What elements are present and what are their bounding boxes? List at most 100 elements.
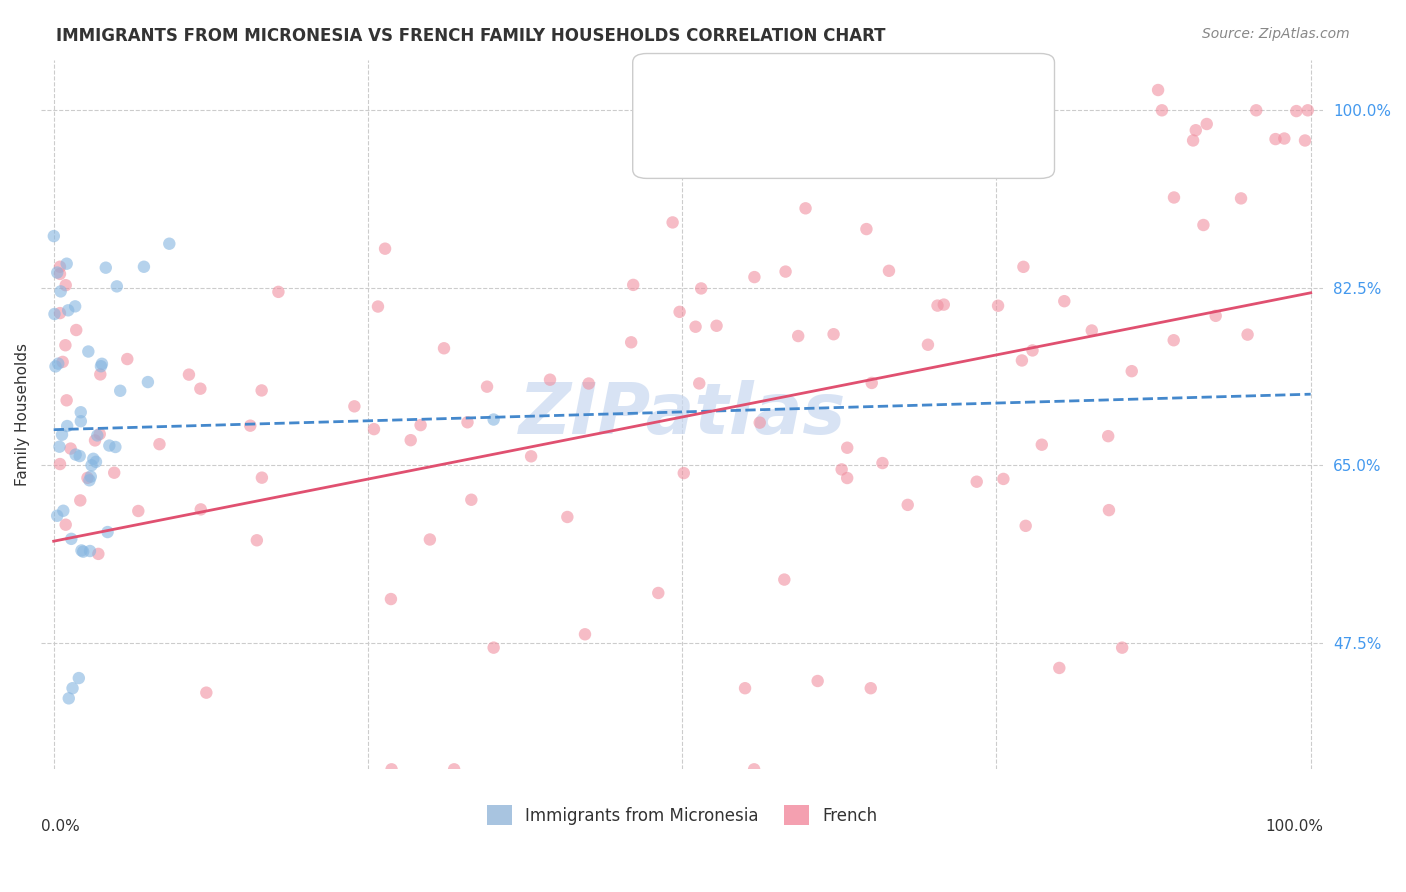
Point [1021,343,1043,358]
Point [84,455,107,469]
Point [374,242,396,256]
Point [98,439,121,453]
Point [70,543,93,558]
Point [1182,133,1205,147]
Point [1015,518,1038,533]
Point [55,338,77,352]
Point [52,504,75,518]
Point [69,414,91,428]
Point [58,691,80,706]
Point [1192,218,1215,232]
Point [1121,364,1143,378]
Point [690,281,713,295]
Point [794,202,817,216]
Point [105,279,128,293]
Point [1097,429,1119,443]
Point [993,472,1015,486]
Point [89,427,111,442]
Point [1294,133,1316,147]
Point [52,355,75,369]
Point [1012,260,1035,274]
Point [250,384,273,398]
Point [97,524,120,539]
Point [44,307,66,321]
Point [80,458,103,473]
Point [190,382,212,396]
Point [380,762,402,776]
Point [79,473,101,487]
Point [574,627,596,641]
Point [44,359,66,374]
Point [823,327,845,342]
Point [1272,131,1295,145]
Point [250,470,273,484]
Point [482,412,505,426]
Point [1236,327,1258,342]
Point [51,427,73,442]
Point [775,264,797,278]
Point [79,544,101,558]
Point [1163,190,1185,204]
Point [661,215,683,229]
Point [65,323,87,337]
Point [55,278,77,293]
Point [1184,123,1206,137]
Point [443,762,465,776]
Point [831,462,853,476]
Point [67,671,90,685]
Point [1081,324,1104,338]
Point [190,502,212,516]
Point [132,260,155,274]
Point [748,416,770,430]
Point [1150,103,1173,118]
Point [55,257,77,271]
Point [267,285,290,299]
Point [1205,309,1227,323]
Point [773,573,796,587]
Point [872,456,894,470]
Point [59,442,82,456]
Point [367,300,389,314]
Point [157,236,180,251]
Point [55,393,77,408]
Point [49,306,72,320]
Point [343,400,366,414]
Point [90,359,112,374]
Point [65,448,87,462]
Point [1296,103,1319,118]
Point [837,471,859,485]
Point [56,303,79,318]
Point [86,428,108,442]
Point [932,297,955,311]
Point [56,419,79,434]
Point [1285,104,1308,119]
Point [80,469,103,483]
Text: Source: ZipAtlas.com: Source: ZipAtlas.com [1202,27,1350,41]
Point [246,533,269,548]
Point [1264,132,1286,146]
Point [672,466,695,480]
Point [787,329,810,343]
Point [855,222,877,236]
Point [148,437,170,451]
Point [1011,353,1033,368]
Point [117,352,139,367]
Point [82,451,104,466]
Point [49,285,72,299]
Point [1111,640,1133,655]
Point [127,504,149,518]
Point [578,376,600,391]
Point [460,492,482,507]
Point [1047,661,1070,675]
Point [966,475,988,489]
Point [363,422,385,436]
Point [49,267,72,281]
Point [620,335,643,350]
Text: 100.0%: 100.0% [1265,819,1323,834]
Point [987,299,1010,313]
Point [520,450,543,464]
Point [859,681,882,696]
Point [195,686,218,700]
Point [177,368,200,382]
Point [1195,117,1218,131]
